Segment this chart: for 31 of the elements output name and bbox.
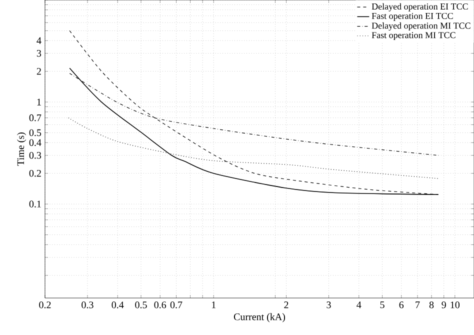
y-tick-label: 0.5 bbox=[29, 129, 42, 136]
y-tick-label: 0.7 bbox=[29, 114, 42, 122]
x-tick-label: 0.3 bbox=[82, 302, 94, 308]
x-tick-label: 4 bbox=[356, 302, 362, 308]
y-tick-label: 0.2 bbox=[29, 170, 41, 177]
x-tick-label: 6 bbox=[399, 302, 404, 308]
y-tick-label: 3 bbox=[36, 50, 42, 57]
y-tick-label: 4 bbox=[36, 37, 42, 44]
x-tick-label: 0.7 bbox=[170, 302, 182, 308]
x-tick-label: 2 bbox=[284, 302, 288, 308]
x-tick-label: 8 bbox=[429, 302, 434, 308]
x-tick-label: 1 bbox=[212, 302, 216, 308]
x-tick-label: 0.4 bbox=[112, 302, 124, 308]
y-tick-label: 1 bbox=[37, 98, 41, 106]
legend-label: Fast operation EI TCC bbox=[372, 12, 453, 21]
y-tick-label: 0.1 bbox=[29, 200, 41, 208]
y-tick-label: 0.3 bbox=[29, 152, 42, 159]
y-axis-title: Time (s) bbox=[17, 132, 26, 166]
y-tick-label: 0.4 bbox=[29, 139, 42, 146]
x-tick-label: 9 bbox=[442, 302, 446, 308]
x-axis-title: Current (kA) bbox=[234, 313, 286, 322]
x-tick-label: 3 bbox=[326, 302, 331, 308]
x-tick-label: 10 bbox=[450, 302, 460, 308]
x-tick-label: 7 bbox=[416, 302, 420, 308]
y-tick-label: 2 bbox=[36, 68, 41, 75]
x-tick-label: 0.6 bbox=[154, 302, 166, 308]
legend-label: Delayed operation EI TCC bbox=[372, 3, 468, 12]
legend-label: Delayed operation MI TCC bbox=[372, 22, 470, 31]
x-tick-label: 5 bbox=[380, 302, 384, 308]
legend-label: Fast operation MI TCC bbox=[372, 32, 456, 40]
x-tick-label: 0.5 bbox=[135, 302, 147, 308]
